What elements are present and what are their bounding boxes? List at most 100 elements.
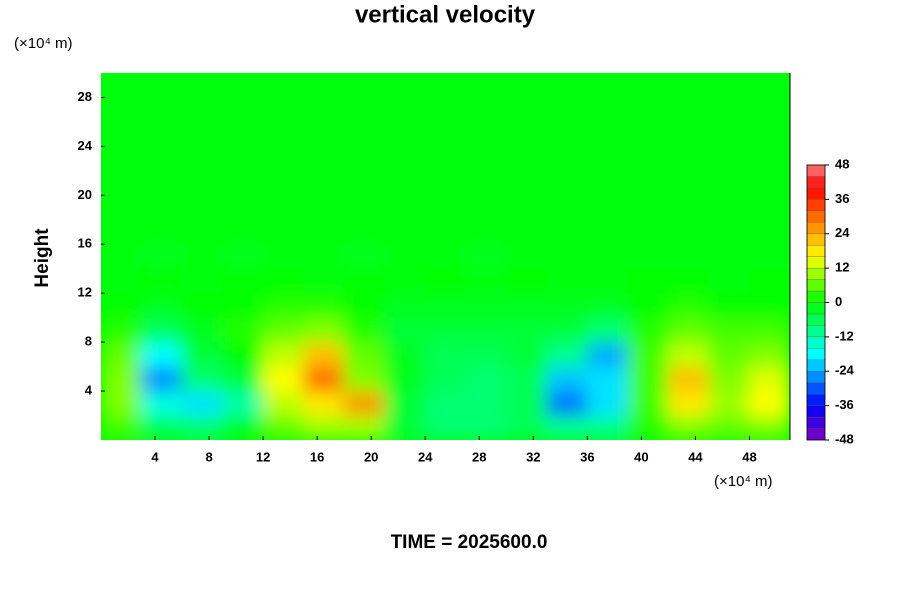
field-cell — [546, 73, 588, 98]
field-cell — [546, 219, 588, 245]
field-cell — [424, 243, 467, 270]
field-cell — [384, 145, 426, 172]
field-cell — [465, 292, 507, 319]
field-cell — [667, 121, 710, 147]
field-cell — [505, 341, 548, 368]
field-cell — [181, 145, 224, 172]
field-cell — [627, 170, 669, 196]
field-cell — [586, 170, 629, 196]
field-cell — [384, 96, 426, 123]
x-tick-label: 12 — [256, 449, 270, 464]
field-cell — [222, 96, 264, 123]
field-cell — [303, 390, 345, 417]
field-cell — [708, 121, 750, 147]
colorbar-swatch — [806, 382, 826, 395]
colorbar: -48 -36 -24 -12 0 12 24 36 48 — [806, 156, 855, 446]
field-cell — [141, 96, 183, 123]
y-tick-label: 8 — [85, 334, 92, 349]
field-cell — [627, 96, 669, 123]
colorbar-tick-label: -48 — [835, 431, 854, 446]
field-cell — [222, 121, 264, 147]
field-cell — [586, 121, 629, 147]
field-cell — [303, 317, 345, 343]
field-cell — [546, 292, 588, 319]
field-cell — [708, 194, 750, 221]
field-cell — [748, 170, 790, 196]
field-cell — [262, 145, 305, 172]
field-cell — [465, 415, 507, 440]
field-cell — [303, 292, 345, 319]
field-cell — [101, 145, 143, 172]
field-cell — [708, 341, 750, 368]
field-cell — [546, 243, 588, 270]
field-cell — [343, 317, 386, 343]
field-cell — [343, 243, 386, 270]
field-cell — [262, 366, 305, 392]
field-cell — [303, 341, 345, 368]
field-cell — [748, 243, 790, 270]
field-cell — [748, 292, 790, 319]
field-cell — [465, 341, 507, 368]
colorbar-swatch — [806, 279, 826, 292]
field-cell — [181, 317, 224, 343]
field-cell — [101, 219, 143, 245]
field-cell — [627, 268, 669, 294]
field-cell — [101, 390, 143, 417]
field-cell — [505, 366, 548, 392]
field-cell — [505, 96, 548, 123]
colorbar-tick-label: 12 — [835, 260, 849, 275]
field-cell — [181, 268, 224, 294]
colorbar-swatch — [806, 394, 826, 406]
field-cell — [465, 145, 507, 172]
field-cell — [424, 341, 467, 368]
field-cell — [343, 96, 386, 123]
field-cell — [505, 170, 548, 196]
field-cell — [101, 121, 143, 147]
colorbar-tick-label: 0 — [835, 294, 842, 309]
field-cell — [505, 194, 548, 221]
field-cell — [222, 243, 264, 270]
field-cell — [465, 170, 507, 196]
field-cell — [343, 366, 386, 392]
field-cell — [343, 292, 386, 319]
field-cell — [181, 341, 224, 368]
field-cell — [343, 121, 386, 147]
field-cell — [141, 317, 183, 343]
colorbar-swatch — [806, 187, 826, 200]
colorbar-swatch — [806, 233, 826, 246]
field-cell — [343, 415, 386, 440]
field-cell — [708, 390, 750, 417]
y-tick-label: 24 — [78, 138, 93, 153]
field-cell — [222, 268, 264, 294]
field-cell — [424, 194, 467, 221]
field-cell — [748, 73, 790, 98]
field-cell — [465, 366, 507, 392]
field-cell — [343, 73, 386, 98]
field-cell — [748, 145, 790, 172]
field-cell — [667, 415, 710, 440]
field-cell — [424, 170, 467, 196]
field-cell — [546, 170, 588, 196]
field-cell — [384, 415, 426, 440]
field-cell — [101, 317, 143, 343]
field-cell — [303, 366, 345, 392]
field-cell — [141, 292, 183, 319]
field-cell — [627, 145, 669, 172]
field-cell — [627, 194, 669, 221]
field-cell — [303, 170, 345, 196]
field-cell — [465, 194, 507, 221]
colorbar-swatch — [806, 210, 826, 223]
colorbar-swatch — [806, 256, 826, 269]
field-cell — [586, 268, 629, 294]
y-unit: (×10⁴ m) — [14, 35, 73, 52]
field-cell — [465, 219, 507, 245]
field-cell — [222, 73, 264, 98]
field-cell — [262, 243, 305, 270]
field-cell — [586, 317, 629, 343]
field-cell — [667, 292, 710, 319]
field-cell — [465, 268, 507, 294]
field-cell — [627, 73, 669, 98]
field-cell — [667, 268, 710, 294]
field-cell — [141, 145, 183, 172]
field-cell — [222, 341, 264, 368]
